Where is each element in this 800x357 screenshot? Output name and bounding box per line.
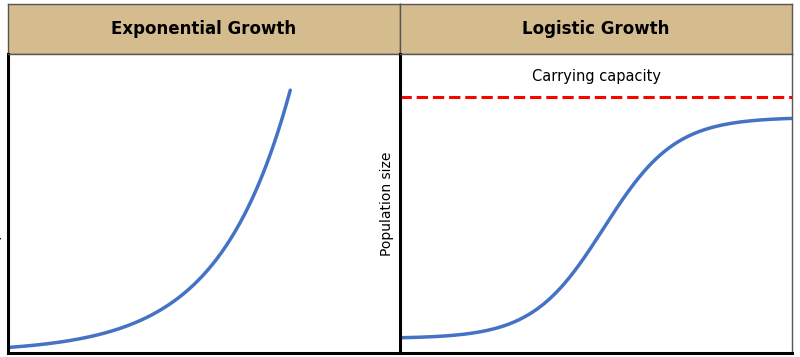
Y-axis label: Population size: Population size xyxy=(381,152,394,256)
Y-axis label: Population size: Population size xyxy=(0,152,2,256)
Text: Exponential Growth: Exponential Growth xyxy=(111,20,297,38)
Text: Logistic Growth: Logistic Growth xyxy=(522,20,670,38)
Text: Carrying capacity: Carrying capacity xyxy=(531,69,661,84)
